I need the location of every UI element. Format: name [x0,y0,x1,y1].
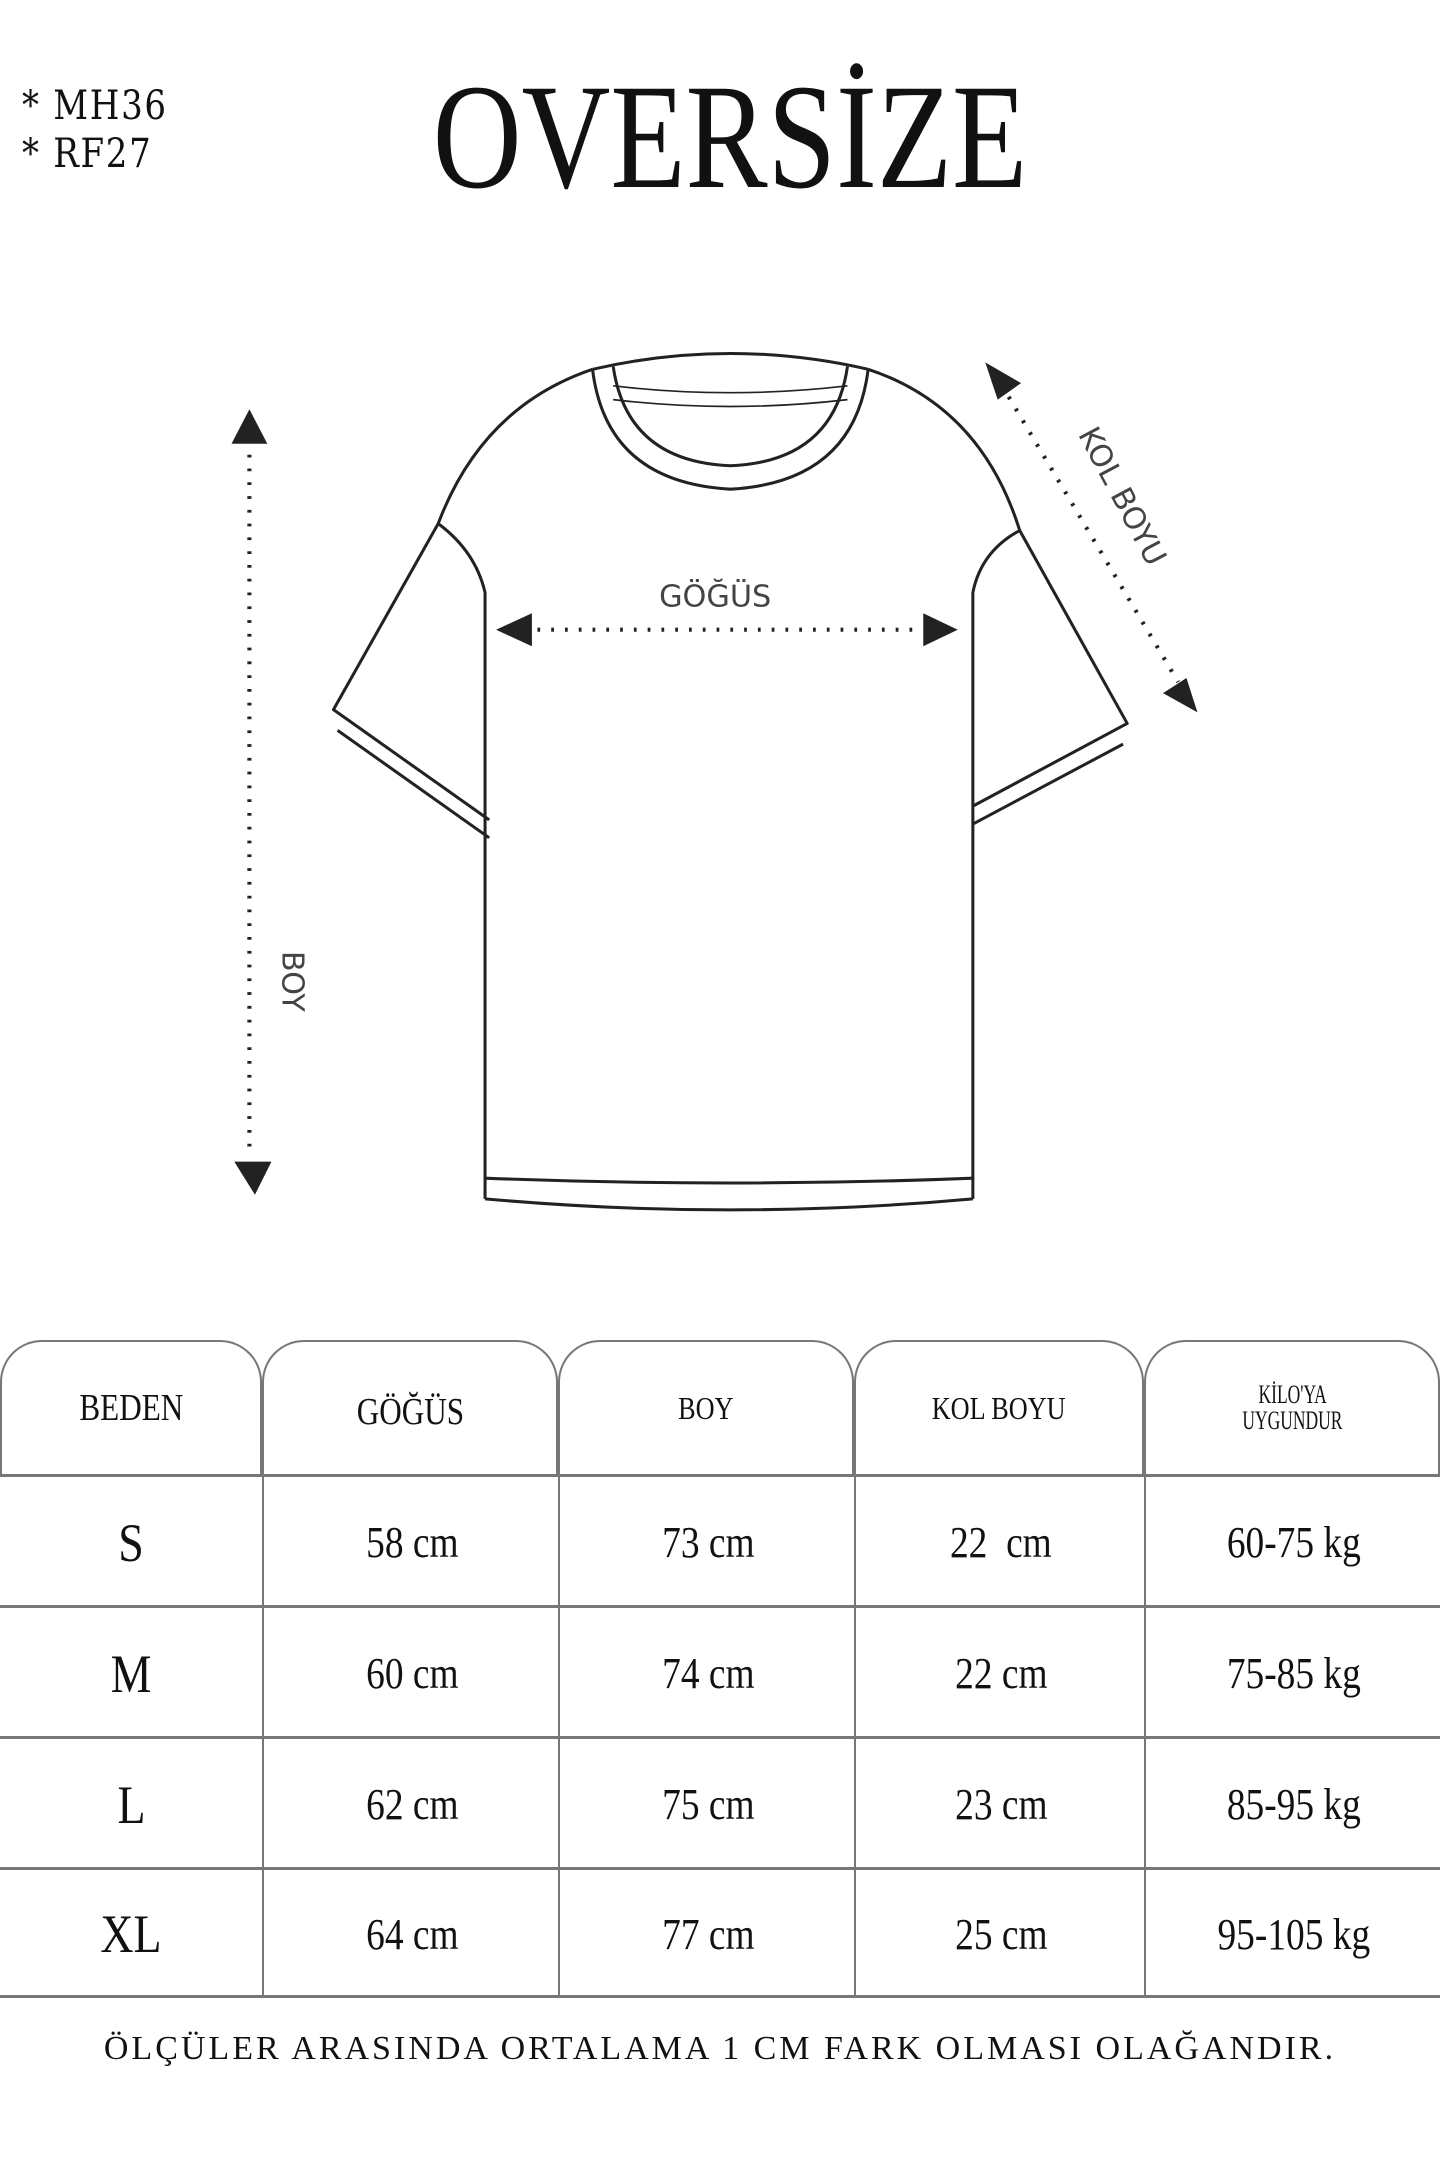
length-label: BOY [274,951,309,1012]
header-weight: KİLO'YA UYGUNDUR [1144,1340,1440,1474]
cell-sleeve: 25 cm [854,1870,1146,1998]
cell-chest: 62 cm [262,1739,560,1870]
cell-value: 22 cm [950,1518,1052,1567]
cell-value: 73 cm [661,1518,755,1567]
cell-value: 25 cm [954,1909,1048,1959]
arrow-up-icon [231,409,268,444]
cell-length: 73 cm [558,1477,856,1608]
table-bottom-border [0,1995,1440,1998]
cell-value: XL [100,1904,162,1964]
size-table: BEDEN GÖĞÜS BOY KOL BOYU KİLO'YA UYGUNDUR [0,1340,1440,1996]
cell-value: 95-105 kg [1217,1909,1371,1959]
table-row: L 62 cm 75 cm 23 cm 85-95 kg [0,1736,1440,1870]
footer-note: ÖLÇÜLER ARASINDA ORTALAMA 1 CM FARK OLMA… [103,2030,1337,2067]
cell-chest: 60 cm [262,1608,560,1739]
cell-value: 60-75 kg [1226,1518,1362,1567]
cell-value: 64 cm [365,1909,459,1959]
arrow-left-icon [496,613,532,647]
cell-value: 75 cm [661,1780,755,1829]
cell-weight: 60-75 kg [1144,1477,1440,1608]
cell-size: S [0,1477,262,1608]
cell-sleeve: 22 cm [854,1608,1146,1739]
cell-size: M [0,1608,262,1739]
code-line: * RF27 [22,131,153,177]
arrow-down-right-icon [1163,677,1198,713]
cell-sleeve: 23 cm [854,1739,1146,1870]
cell-size: XL [0,1870,262,1998]
tshirt-outline [331,351,1129,1212]
cell-weight: 85-95 kg [1144,1739,1440,1870]
arrow-down-icon [234,1161,272,1195]
cell-value: 60 cm [365,1649,459,1698]
cell-value: 77 cm [661,1909,755,1959]
table-row: S 58 cm 73 cm 22 cm 60-75 kg [0,1474,1440,1608]
table-row: M 60 cm 74 cm 22 cm 75-85 kg [0,1605,1440,1739]
cell-value: 74 cm [661,1649,755,1698]
cell-chest: 64 cm [262,1870,560,1998]
sleeve-label: KOL BOYU [1071,421,1173,571]
header-size: BEDEN [0,1340,262,1474]
code-line: * MH36 [22,83,168,129]
header-length: BOY [558,1340,854,1474]
cell-value: S [118,1512,144,1573]
cell-chest: 58 cm [262,1477,560,1608]
arrow-right-icon [923,613,958,647]
cell-length: 77 cm [558,1870,856,1998]
cell-value: 58 cm [365,1518,459,1567]
cell-value: 75-85 kg [1226,1649,1362,1698]
header-sleeve: KOL BOYU [854,1340,1144,1474]
arrow-up-left-icon [985,362,1022,400]
cell-value: 62 cm [365,1780,459,1829]
product-codes: * MH36 * RF27 [22,82,168,178]
cell-length: 74 cm [558,1608,856,1739]
cell-value: 23 cm [954,1780,1048,1829]
sleeve-arrow [985,362,1198,713]
cell-weight: 95-105 kg [1144,1870,1440,1998]
table-row: XL 64 cm 77 cm 25 cm 95-105 kg [0,1867,1440,1998]
cell-value: 22 cm [954,1649,1048,1698]
cell-value: M [110,1643,152,1704]
chest-label: GÖĞÜS [659,577,771,614]
cell-size: L [0,1739,262,1870]
cell-sleeve: 22 cm [854,1477,1146,1608]
cell-value: L [116,1774,146,1835]
cell-weight: 75-85 kg [1144,1608,1440,1739]
cell-length: 75 cm [558,1739,856,1870]
page-title: OVERSİZE [432,54,1028,220]
chest-arrow [496,613,958,647]
length-arrow [231,409,272,1195]
header-chest: GÖĞÜS [262,1340,558,1474]
cell-value: 85-95 kg [1226,1780,1362,1829]
